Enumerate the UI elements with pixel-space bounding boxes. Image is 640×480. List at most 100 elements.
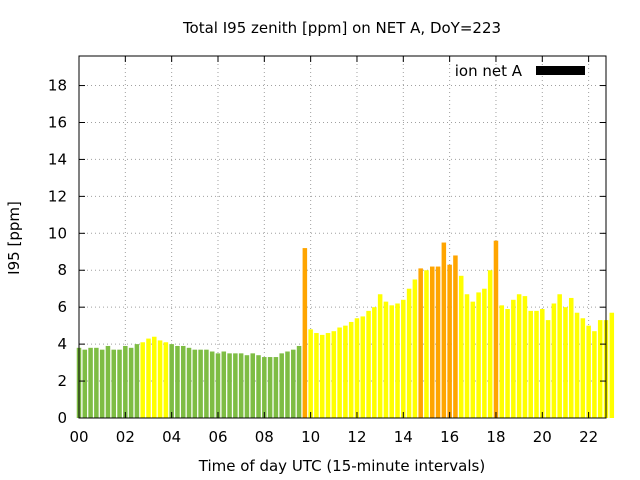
x-tick-label: 12 <box>347 428 366 446</box>
bar <box>233 353 238 418</box>
plot-frame <box>78 55 607 419</box>
bar <box>372 307 377 418</box>
bar <box>99 349 105 418</box>
x-tick-label: 06 <box>208 428 227 446</box>
x-tick-label: 20 <box>533 428 552 446</box>
bar <box>412 279 418 418</box>
bar <box>152 336 157 418</box>
bar <box>528 310 533 418</box>
bar <box>314 333 319 418</box>
bar <box>227 353 232 418</box>
bar <box>186 347 192 418</box>
bar <box>360 316 366 418</box>
bar <box>291 349 296 418</box>
bar <box>169 344 174 418</box>
bar <box>597 320 603 418</box>
y-tick-label: 0 <box>57 409 67 427</box>
bar <box>366 310 371 418</box>
y-tick-label: 4 <box>57 335 67 353</box>
bar <box>487 270 493 418</box>
y-tick-label: 6 <box>57 298 67 316</box>
bar <box>302 248 308 418</box>
bar <box>157 340 163 418</box>
x-axis-label: Time of day UTC (15-minute intervals) <box>198 457 485 475</box>
bar <box>82 349 88 418</box>
bar <box>574 312 580 418</box>
bar <box>435 266 441 418</box>
x-tick-label: 00 <box>69 428 88 446</box>
bar <box>163 342 169 418</box>
x-tick-label: 02 <box>116 428 135 446</box>
bar <box>123 345 128 418</box>
bar <box>511 299 516 418</box>
bar <box>209 351 215 418</box>
bar <box>470 301 476 418</box>
bar <box>331 331 337 418</box>
bar <box>279 353 284 418</box>
bar <box>441 242 447 418</box>
bar <box>134 344 140 418</box>
bar <box>308 329 313 418</box>
bar <box>540 309 545 418</box>
y-tick-label: 18 <box>48 77 67 95</box>
bar <box>557 294 562 418</box>
y-tick-label: 16 <box>48 113 67 131</box>
bar <box>586 325 591 418</box>
y-tick-label: 2 <box>57 372 67 390</box>
legend-swatch <box>536 66 585 75</box>
bar <box>343 325 348 418</box>
bar <box>128 347 134 418</box>
bar <box>406 288 412 418</box>
bar <box>325 333 331 418</box>
bar <box>204 349 209 418</box>
ticks-layer <box>78 56 606 419</box>
bar <box>117 349 122 418</box>
bar <box>453 255 458 418</box>
bar <box>534 310 539 418</box>
bar <box>424 270 429 418</box>
x-tick-label: 14 <box>394 428 413 446</box>
bar <box>140 342 145 418</box>
bar <box>395 303 400 418</box>
bar <box>568 297 574 418</box>
bar <box>418 268 423 418</box>
x-tick-label: 10 <box>301 428 320 446</box>
bar <box>592 331 597 418</box>
bar <box>580 318 586 418</box>
bar <box>296 345 302 418</box>
bar <box>354 318 360 418</box>
bar <box>464 294 470 418</box>
grid-layer <box>79 56 606 418</box>
bar <box>337 327 342 418</box>
bar <box>256 355 261 418</box>
bar <box>88 347 93 418</box>
bar <box>563 307 568 418</box>
chart-title: Total I95 zenith [ppm] on NET A, DoY=223 <box>182 19 501 37</box>
y-tick-label: 14 <box>48 150 67 168</box>
bar <box>105 345 111 418</box>
legend-label: ion net A <box>455 62 523 80</box>
bar <box>267 357 273 418</box>
bar <box>262 357 267 418</box>
x-tick-label: 22 <box>579 428 598 446</box>
bar <box>522 296 528 418</box>
bar <box>192 349 198 418</box>
x-tick-label: 16 <box>440 428 459 446</box>
bar <box>516 294 522 418</box>
x-tick-label: 04 <box>162 428 181 446</box>
bar <box>348 321 354 418</box>
bar <box>401 299 406 418</box>
y-axis-label: I95 [ppm] <box>5 201 23 275</box>
bar <box>273 357 279 418</box>
bar <box>545 320 551 418</box>
bar <box>180 345 186 418</box>
bar <box>476 292 481 418</box>
bar <box>447 264 452 418</box>
bar <box>551 303 557 418</box>
bar <box>319 334 325 418</box>
bar <box>244 355 250 418</box>
bar <box>493 240 499 418</box>
bar <box>94 347 99 418</box>
legend: ion net A <box>455 62 585 80</box>
